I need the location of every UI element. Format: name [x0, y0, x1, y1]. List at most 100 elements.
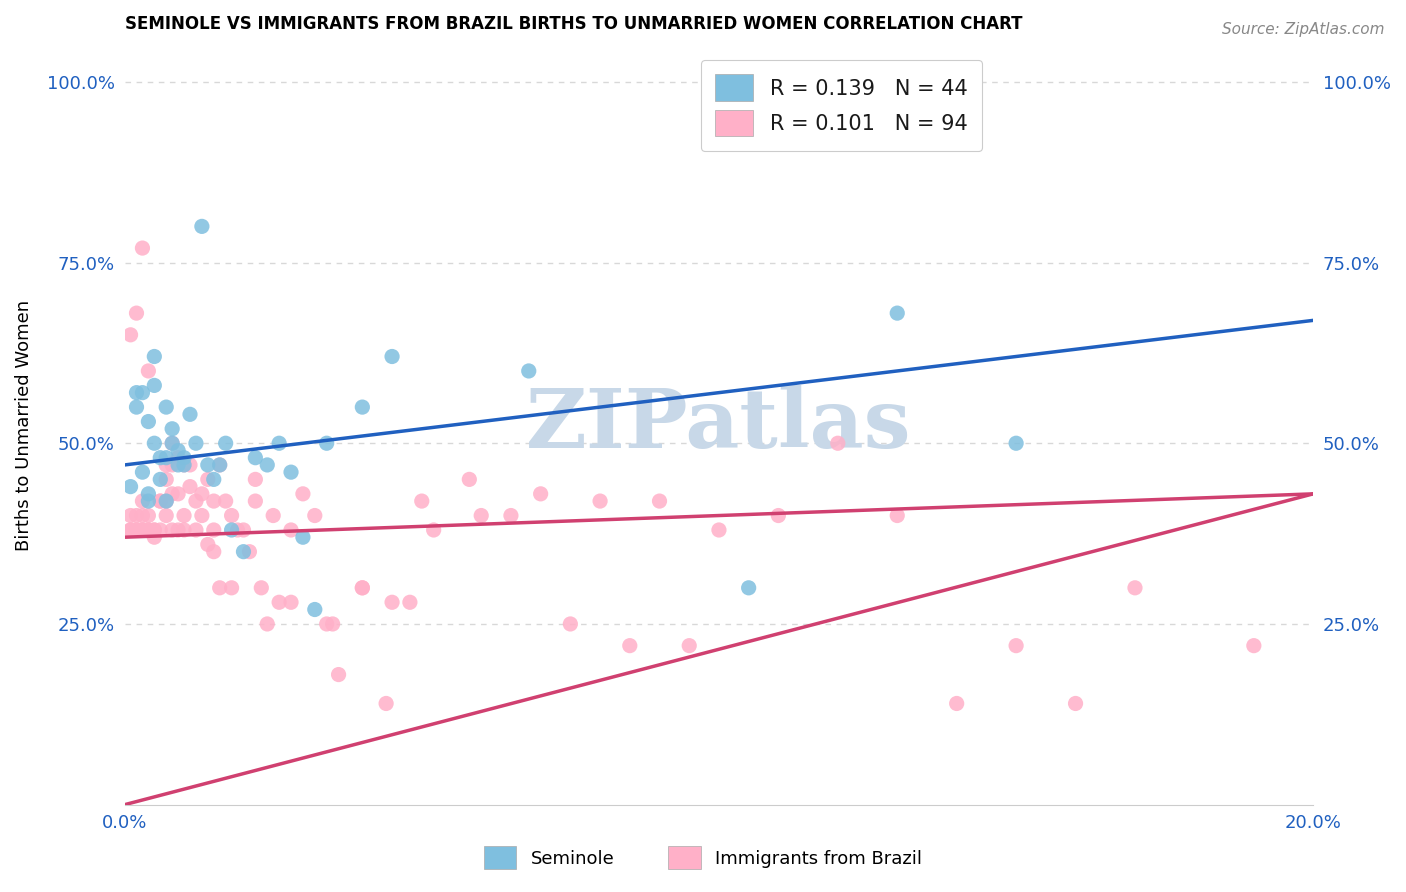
- Point: [291, 530, 314, 544]
- Point: [375, 697, 398, 711]
- Point: [160, 458, 183, 472]
- Point: [221, 581, 243, 595]
- Point: [530, 487, 553, 501]
- Point: [245, 472, 267, 486]
- Point: [221, 523, 243, 537]
- Point: [131, 385, 153, 400]
- Point: [517, 364, 540, 378]
- Point: [221, 508, 243, 523]
- Point: [1064, 697, 1087, 711]
- Point: [184, 436, 207, 450]
- Point: [768, 508, 790, 523]
- Point: [184, 523, 207, 537]
- Point: [138, 523, 160, 537]
- Point: [125, 508, 148, 523]
- Point: [280, 595, 302, 609]
- Point: [648, 494, 671, 508]
- Point: [131, 523, 153, 537]
- Point: [173, 450, 195, 465]
- Point: [143, 436, 166, 450]
- Point: [138, 508, 160, 523]
- Point: [173, 508, 195, 523]
- Point: [191, 487, 214, 501]
- Point: [381, 595, 404, 609]
- Point: [120, 327, 142, 342]
- Point: [886, 508, 908, 523]
- Point: [167, 487, 190, 501]
- Point: [256, 617, 278, 632]
- Point: [131, 465, 153, 479]
- Point: [245, 450, 267, 465]
- Point: [155, 508, 177, 523]
- Point: [238, 544, 260, 558]
- Point: [184, 494, 207, 508]
- Point: [143, 378, 166, 392]
- Point: [125, 523, 148, 537]
- Point: [737, 581, 759, 595]
- Point: [232, 523, 254, 537]
- Point: [1005, 639, 1028, 653]
- Point: [197, 537, 219, 551]
- Point: [214, 494, 236, 508]
- Point: [138, 494, 160, 508]
- Point: [149, 494, 172, 508]
- Point: [291, 487, 314, 501]
- Point: [160, 436, 183, 450]
- Point: [125, 523, 148, 537]
- Point: [155, 400, 177, 414]
- Point: [191, 219, 214, 234]
- Text: SEMINOLE VS IMMIGRANTS FROM BRAZIL BIRTHS TO UNMARRIED WOMEN CORRELATION CHART: SEMINOLE VS IMMIGRANTS FROM BRAZIL BIRTH…: [125, 15, 1022, 33]
- Point: [352, 400, 374, 414]
- Point: [179, 480, 201, 494]
- Legend: Seminole, Immigrants from Brazil: Seminole, Immigrants from Brazil: [475, 838, 931, 879]
- Point: [143, 350, 166, 364]
- Point: [160, 422, 183, 436]
- Point: [143, 530, 166, 544]
- Point: [143, 523, 166, 537]
- Point: [149, 472, 172, 486]
- Point: [120, 523, 142, 537]
- Point: [256, 458, 278, 472]
- Point: [208, 458, 231, 472]
- Point: [226, 523, 249, 537]
- Point: [125, 400, 148, 414]
- Point: [160, 487, 183, 501]
- Point: [202, 472, 225, 486]
- Point: [173, 458, 195, 472]
- Point: [269, 595, 291, 609]
- Point: [1005, 436, 1028, 450]
- Point: [125, 306, 148, 320]
- Point: [173, 523, 195, 537]
- Point: [191, 508, 214, 523]
- Point: [280, 523, 302, 537]
- Point: [149, 494, 172, 508]
- Point: [173, 458, 195, 472]
- Point: [315, 436, 337, 450]
- Point: [458, 472, 481, 486]
- Point: [250, 581, 273, 595]
- Point: [678, 639, 700, 653]
- Point: [232, 544, 254, 558]
- Point: [143, 523, 166, 537]
- Point: [149, 450, 172, 465]
- Point: [352, 581, 374, 595]
- Point: [131, 241, 153, 255]
- Point: [155, 494, 177, 508]
- Y-axis label: Births to Unmarried Women: Births to Unmarried Women: [15, 300, 32, 550]
- Point: [202, 544, 225, 558]
- Point: [381, 350, 404, 364]
- Legend: R = 0.139   N = 44, R = 0.101   N = 94: R = 0.139 N = 44, R = 0.101 N = 94: [700, 60, 981, 151]
- Point: [262, 508, 284, 523]
- Point: [422, 523, 444, 537]
- Point: [245, 494, 267, 508]
- Point: [138, 487, 160, 501]
- Point: [120, 480, 142, 494]
- Point: [1123, 581, 1146, 595]
- Point: [138, 523, 160, 537]
- Point: [411, 494, 433, 508]
- Point: [167, 443, 190, 458]
- Point: [149, 523, 172, 537]
- Point: [167, 458, 190, 472]
- Point: [399, 595, 422, 609]
- Point: [945, 697, 967, 711]
